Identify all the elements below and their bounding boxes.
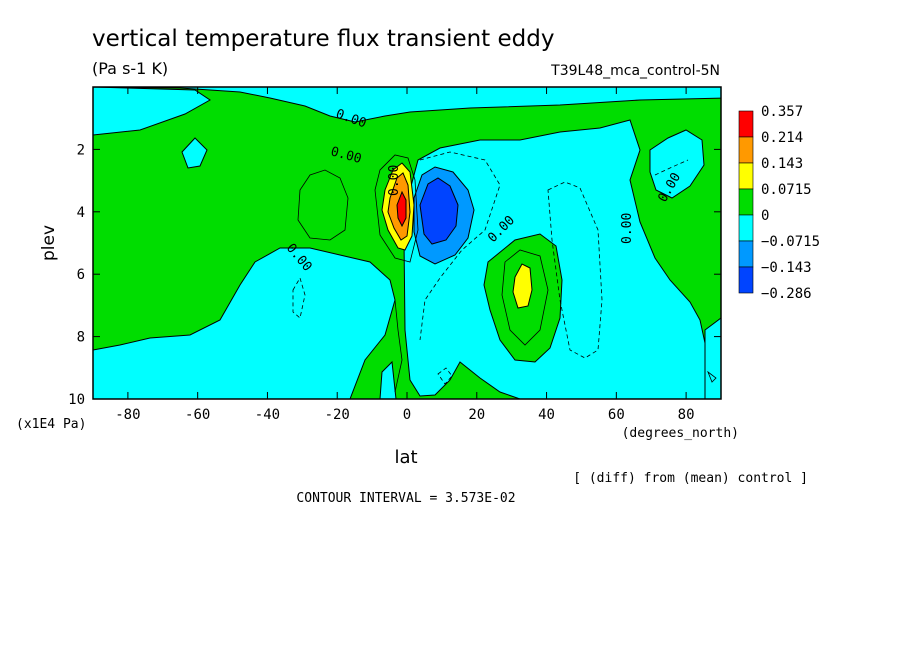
legend-label: −0.0715 [761,234,820,250]
y-axis: 2 4 6 8 10 [68,142,721,408]
footer-note: [ (diff) from (mean) control ] [573,471,808,486]
y-tick-label: 4 [77,205,85,221]
field-negative-small-blob [181,137,208,169]
legend-label: 0.143 [761,156,803,172]
field-negative-right [649,129,705,199]
legend-label: 0.214 [761,130,803,146]
field-positive-core-red [396,190,407,228]
x-tick-label: -60 [185,407,210,423]
legend-swatch [738,214,754,242]
legend-swatch [738,240,754,268]
run-label: T39L48_mca_control-5N [550,63,720,79]
y-tick-label: 6 [77,267,85,283]
legend-swatch [738,110,754,138]
contour-label: 0.00 [620,213,635,244]
legend-label: 0.357 [761,104,803,120]
contour-lines-dashed [292,151,689,385]
field-negative-bottom-slivers [379,360,397,399]
x-tick-label: -80 [115,407,140,423]
field-positive-yellow-blob [512,263,533,309]
y-tick-label: 2 [77,142,85,158]
legend: 0.357 0.214 0.143 0.0715 0 −0.0715 −0.143 −0.28… [738,104,820,302]
field-negative-central [403,119,721,399]
contour-label: 0.00 [387,165,402,196]
legend-label: 0.0715 [761,182,812,198]
field-negative-left-top [93,87,211,136]
field-negative-lower-left [93,247,396,399]
x-tick-label: 40 [538,407,555,423]
x-tick-label: 60 [608,407,625,423]
x-axis-unit: (degrees_north) [622,426,739,441]
plot-area: 0.00 0.00 0.00 0.00 0.00 0.00 0.00 [92,86,722,400]
x-tick-label: -20 [325,407,350,423]
y-axis-label: plev [39,225,59,261]
y-axis-unit: (x1E4 Pa) [16,417,86,432]
x-tick-label: -40 [255,407,280,423]
field-negative-right-edge [704,317,721,399]
contour-lines [297,154,717,393]
legend-swatch [738,266,754,294]
legend-label: 0 [761,208,769,224]
y-tick-label: 8 [77,330,85,346]
y-tick-label: 10 [68,392,85,408]
legend-swatch [738,136,754,164]
legend-swatch [738,188,754,216]
field-negative-top [93,87,721,123]
legend-swatch [738,162,754,190]
contour-interval: CONTOUR INTERVAL = 3.573E-02 [296,491,515,506]
x-tick-label: 80 [678,407,695,423]
x-axis: -80 -60 -40 -20 0 20 40 60 80 [115,87,695,423]
chart-title: vertical temperature flux transient eddy [92,26,554,52]
legend-label: −0.286 [761,286,812,302]
x-tick-label: 20 [468,407,485,423]
x-tick-label: 0 [403,407,411,423]
x-axis-label: lat [394,447,417,468]
chart-subtitle: (Pa s-1 K) [92,59,168,78]
field-negative-core-high [419,177,459,245]
legend-label: −0.143 [761,260,812,276]
